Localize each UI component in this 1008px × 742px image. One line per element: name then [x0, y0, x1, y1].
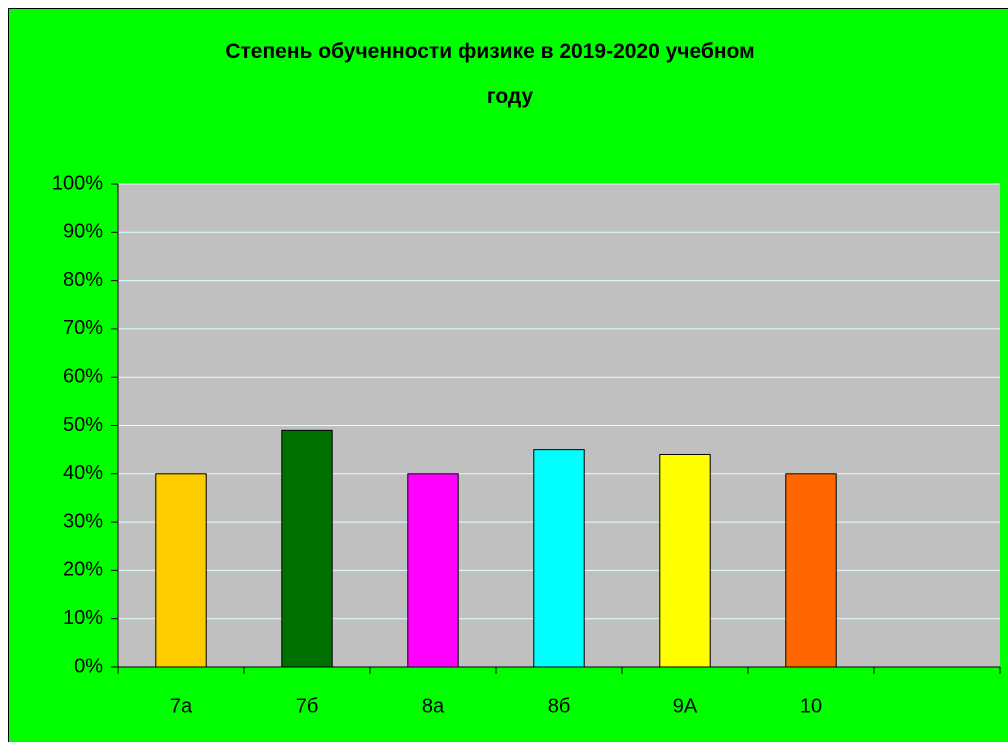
y-tick-label: 100% — [52, 172, 103, 194]
x-tick-label: 10 — [800, 695, 822, 717]
bar — [533, 449, 585, 668]
chart-title: Степень обученности физике в 2019-2020 у… — [225, 40, 754, 108]
bar — [155, 473, 207, 668]
title-line: Степень обученности физике в 2019-2020 у… — [225, 40, 754, 63]
title-line: году — [487, 85, 534, 108]
y-tick-label: 70% — [63, 317, 103, 339]
bar — [785, 473, 837, 668]
bar — [407, 473, 459, 668]
y-tick-label: 40% — [63, 462, 103, 484]
x-tick-label: 7а — [170, 695, 193, 717]
y-tick-label: 60% — [63, 365, 103, 387]
y-tick-label: 80% — [63, 269, 103, 291]
y-tick-label: 90% — [63, 221, 103, 243]
x-tick-label: 8а — [422, 695, 445, 717]
x-tick-label: 8б — [548, 695, 571, 717]
y-tick-label: 30% — [63, 510, 103, 532]
y-tick-label: 0% — [74, 655, 103, 677]
bar — [659, 453, 711, 668]
x-tick-label: 7б — [296, 695, 319, 717]
y-tick-label: 50% — [63, 414, 103, 436]
y-tick-label: 20% — [63, 559, 103, 581]
bar — [281, 429, 333, 668]
x-tick-label: 9А — [673, 695, 698, 717]
y-tick-label: 10% — [63, 607, 103, 629]
